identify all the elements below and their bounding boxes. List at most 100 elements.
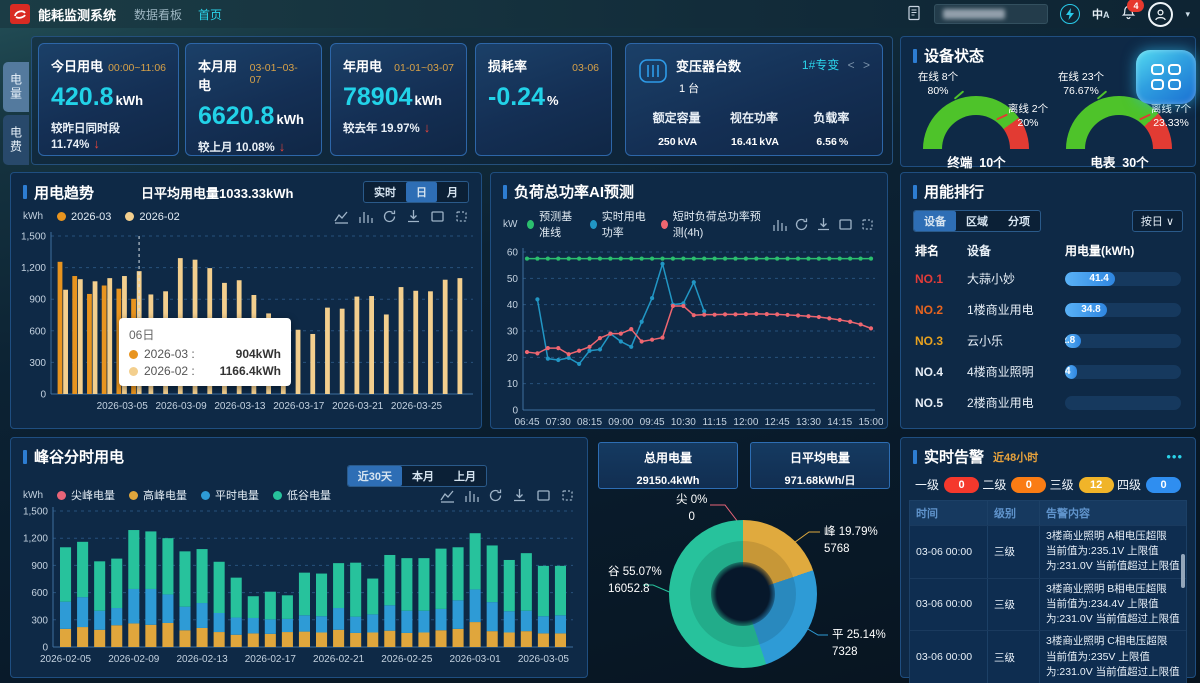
device-name: 1楼商业用电 [967, 303, 1034, 317]
refresh-icon[interactable] [794, 217, 809, 232]
svg-text:0: 0 [42, 643, 48, 654]
svg-text:2026-02-05: 2026-02-05 [40, 654, 92, 665]
card-title: 本月用电 [198, 59, 238, 93]
svg-text:09:45: 09:45 [640, 417, 665, 428]
avatar-caret-icon[interactable]: ▾ [1185, 8, 1190, 19]
tab-electric-quantity[interactable]: 电量 [3, 62, 29, 112]
legend-baseline[interactable]: 预测基准线 [527, 208, 580, 240]
tab-category[interactable]: 分项 [1008, 216, 1030, 228]
ranking-row[interactable]: NO.4 4楼商业照明 8.4 [901, 356, 1195, 387]
prev-transformer-icon[interactable]: < [847, 58, 855, 72]
report-icon[interactable] [906, 5, 922, 24]
ranking-row[interactable]: NO.5 2楼商业用电 [901, 387, 1195, 418]
svg-text:2026-02-13: 2026-02-13 [176, 654, 228, 665]
panel-title: 实时告警 [924, 449, 985, 466]
more-options-icon[interactable]: ••• [1166, 448, 1183, 464]
svg-text:600: 600 [31, 588, 48, 599]
bar-chart-icon[interactable] [464, 488, 479, 503]
refresh-icon[interactable] [382, 209, 397, 224]
alarm-row[interactable]: 03-06 00:00 三级 3楼商业照明 C相电压超限 当前值为:235V 上… [910, 630, 1186, 683]
app-title: 能耗监测系统 [38, 7, 117, 23]
donut-hole [711, 562, 775, 626]
legend-peak[interactable]: 高峰电量 [129, 487, 187, 503]
legend-forecast-4h[interactable]: 短时负荷总功率预测(4h) [660, 208, 762, 240]
refresh-icon[interactable] [488, 488, 503, 503]
legend-2026-03[interactable]: 2026-03 [57, 211, 111, 223]
user-avatar[interactable] [1148, 1, 1174, 27]
panel-title: 负荷总功率AI预测 [514, 184, 635, 201]
data-view-icon[interactable] [536, 488, 551, 503]
card-year-usage: 年用电 01-01~03-07 78904 kWh 较去年 19.97% ↓ [330, 43, 467, 156]
next-transformer-icon[interactable]: > [862, 58, 870, 72]
range-30d-button[interactable]: 近30天 [347, 466, 402, 486]
ranking-row[interactable]: NO.3 云小乐 12.8 [901, 325, 1195, 356]
range-month-button[interactable]: 月 [447, 187, 458, 199]
usage-bar-track [1065, 395, 1181, 410]
download-icon[interactable] [406, 209, 421, 224]
bar-chart-icon[interactable] [772, 217, 787, 232]
restore-icon[interactable] [454, 209, 469, 224]
card-value: 420.8 kWh [51, 83, 144, 111]
ranking-tabs: 设备 区域 分项 [913, 210, 1041, 232]
energy-ranking-panel: 用能排行 设备 区域 分项 按日 ∨ 排名 设备 用电量(kWh) NO.1 大蒜… [900, 172, 1196, 429]
usage-bar-track: 41.4 [1065, 271, 1181, 286]
download-icon[interactable] [816, 217, 831, 232]
svg-text:2026-03-09: 2026-03-09 [155, 401, 207, 412]
svg-text:300: 300 [31, 615, 48, 626]
gauge-terminals: 在线 8个 80% 离线 2个 20% 终端 10个 [905, 70, 1048, 170]
range-realtime-button[interactable]: 实时 [374, 187, 396, 199]
legend-valley[interactable]: 低谷电量 [273, 487, 331, 503]
alarm-scrollbar-thumb[interactable] [1181, 554, 1185, 588]
svg-text:1,500: 1,500 [23, 507, 48, 518]
ranking-row[interactable]: NO.1 大蒜小妙 41.4 [901, 263, 1195, 294]
legend-sharp-peak[interactable]: 尖峰电量 [57, 487, 115, 503]
svg-text:11:15: 11:15 [702, 417, 727, 428]
ranking-row[interactable]: NO.2 1楼商业用电 34.8 [901, 294, 1195, 325]
tab-region[interactable]: 区域 [966, 216, 988, 228]
data-view-icon[interactable] [838, 217, 853, 232]
gauge-name: 终端 10个 [947, 156, 1006, 170]
download-icon[interactable] [512, 488, 527, 503]
down-trend-icon: ↓ [423, 120, 431, 135]
rank-label: NO.1 [915, 271, 944, 286]
rank-label: NO.5 [915, 395, 944, 410]
tab-electric-cost[interactable]: 电费 [3, 115, 29, 165]
restore-icon[interactable] [560, 488, 575, 503]
app-logo-icon [10, 4, 30, 24]
legend-flat[interactable]: 平时电量 [201, 487, 259, 503]
svg-text:12:00: 12:00 [733, 417, 758, 428]
line-chart-icon[interactable] [440, 488, 455, 503]
card-compare: 较去年 19.97% ↓ [343, 120, 431, 135]
stats-container: 今日用电 00:00~11:06 420.8 kWh 较昨日同时段 11.74% ↓ … [31, 36, 893, 165]
tab-device[interactable]: 设备 [914, 211, 956, 231]
search-input[interactable] [933, 4, 1048, 24]
legend-2026-02[interactable]: 2026-02 [125, 211, 180, 223]
gauge-online-label: 在线 23个 76.67% [1057, 71, 1105, 98]
line-chart-icon[interactable] [334, 209, 349, 224]
energy-bolt-icon[interactable] [1059, 4, 1080, 24]
range-this-month-button[interactable]: 本月 [412, 471, 434, 483]
data-view-icon[interactable] [430, 209, 445, 224]
nav-item-dashboard[interactable]: 数据看板 [134, 7, 183, 22]
search-blurred-text [942, 9, 1005, 19]
alarm-row[interactable]: 03-06 00:00 三级 3楼商业照明 A相电压超限 当前值为:235.1V… [910, 525, 1186, 578]
range-day-button[interactable]: 日 [406, 182, 437, 202]
svg-text:14:15: 14:15 [827, 417, 852, 428]
apps-grid-button[interactable] [1136, 50, 1196, 104]
dropdown-caret-icon: ∨ [1165, 216, 1174, 228]
load-forecast-panel: 负荷总功率AI预测 kW 预测基准线 实时用电功率 短时负荷总功率预测(4h) … [490, 172, 888, 429]
svg-text:15:00: 15:00 [858, 417, 883, 428]
gauge-online-label: 在线 8个 80% [917, 71, 959, 98]
alarm-row[interactable]: 03-06 00:00 三级 3楼商业照明 B相电压超限 当前值为:234.4V… [910, 577, 1186, 631]
restore-icon[interactable] [860, 217, 875, 232]
svg-text:2026-03-17: 2026-03-17 [273, 401, 325, 412]
period-dropdown[interactable]: 按日 ∨ [1131, 210, 1183, 232]
legend-realtime-power[interactable]: 实时用电功率 [590, 208, 651, 240]
usage-summary-region: 总用电量 29150.4kWh 日平均电量 971.68kWh/日 尖 0% 0 … [598, 442, 890, 678]
nav-item-home[interactable]: 首页 [198, 7, 223, 22]
bar-chart-icon[interactable] [358, 209, 373, 224]
language-switch-icon[interactable]: 中A [1091, 9, 1110, 21]
notifications-bell-icon[interactable]: 4 [1121, 0, 1145, 23]
range-last-month-button[interactable]: 上月 [454, 471, 476, 483]
